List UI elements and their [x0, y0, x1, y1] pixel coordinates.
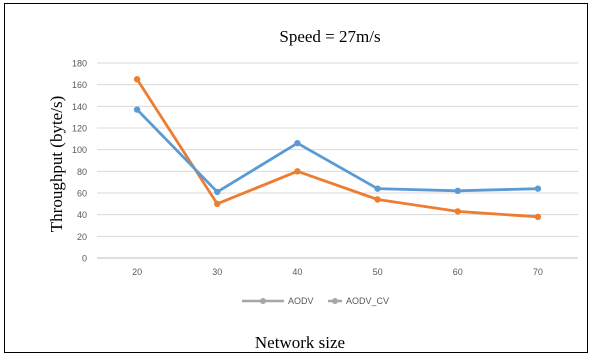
data-point-aodv-cv: [133, 76, 141, 83]
x-tick-label: 70: [533, 267, 543, 277]
x-tick-label: 60: [453, 267, 463, 277]
legend: AODV AODV_CV: [242, 296, 389, 306]
data-point-aodv: [454, 187, 461, 195]
x-tick-label: 20: [132, 267, 142, 277]
y-tick-label: 0: [82, 254, 87, 264]
x-tick-label: 50: [373, 267, 383, 277]
y-tick-label: 80: [77, 167, 87, 177]
x-tick-label: 30: [212, 267, 222, 277]
series-line-aodv: [135, 108, 540, 194]
data-point-aodv-cv: [214, 200, 221, 208]
data-point-aodv-cv: [374, 196, 381, 203]
y-tick-label: 20: [77, 232, 87, 242]
x-tick-labels: 20 30 40 50 60 70: [132, 267, 543, 277]
y-tick-labels: 0 20 40 60 80 100 120 140 160 180: [72, 59, 87, 264]
data-point-aodv: [214, 188, 221, 196]
legend-marker-aodv-cv: [332, 298, 338, 304]
chart-title: Speed = 27m/s: [279, 27, 380, 46]
y-tick-label: 180: [72, 59, 87, 69]
y-tick-label: 120: [72, 124, 87, 134]
data-point-aodv-cv: [454, 208, 461, 215]
y-tick-label: 100: [72, 145, 87, 155]
data-point-aodv: [534, 185, 542, 192]
gridlines: [97, 62, 578, 259]
data-point-aodv: [133, 106, 141, 113]
legend-label-aodv: AODV: [288, 296, 314, 306]
data-point-aodv: [294, 139, 301, 147]
series-lines: [133, 76, 542, 221]
x-axis-label: Network size: [255, 333, 345, 352]
data-point-aodv-cv: [534, 213, 542, 221]
x-tick-label: 40: [292, 267, 302, 277]
chart-frame: [4, 3, 588, 353]
legend-marker-aodv: [260, 298, 266, 304]
y-tick-label: 40: [77, 210, 87, 220]
y-axis-label: Throughput (byte/s): [47, 96, 66, 232]
legend-label-aodv-cv: AODV_CV: [346, 296, 389, 306]
y-tick-label: 160: [72, 80, 87, 90]
y-tick-label: 140: [72, 102, 87, 112]
data-point-aodv-cv: [294, 168, 301, 175]
y-tick-label: 60: [77, 189, 87, 199]
data-point-aodv: [374, 185, 381, 192]
series-line-aodv-cv: [135, 77, 540, 219]
